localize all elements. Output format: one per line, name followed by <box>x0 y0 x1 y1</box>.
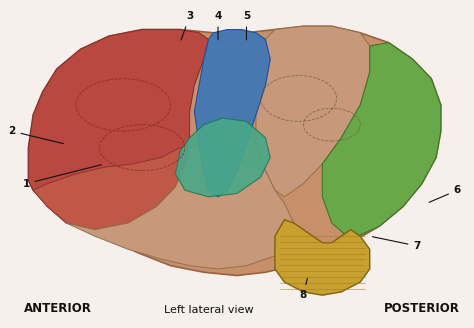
Text: 8: 8 <box>300 278 308 300</box>
Polygon shape <box>275 220 370 295</box>
Polygon shape <box>28 30 209 230</box>
Polygon shape <box>194 30 270 197</box>
Text: 3: 3 <box>181 11 193 40</box>
Polygon shape <box>322 43 441 239</box>
Polygon shape <box>256 26 370 197</box>
Text: 7: 7 <box>373 237 421 251</box>
Text: 5: 5 <box>243 11 250 40</box>
Polygon shape <box>175 118 270 197</box>
Text: POSTERIOR: POSTERIOR <box>384 302 460 315</box>
Polygon shape <box>33 148 190 230</box>
Text: ANTERIOR: ANTERIOR <box>24 302 91 315</box>
Text: 1: 1 <box>22 165 101 189</box>
Text: 2: 2 <box>8 126 64 144</box>
Polygon shape <box>66 148 294 269</box>
Text: Left lateral view: Left lateral view <box>164 305 254 315</box>
Polygon shape <box>28 26 441 276</box>
Text: 6: 6 <box>429 185 461 202</box>
Text: 4: 4 <box>214 11 222 40</box>
